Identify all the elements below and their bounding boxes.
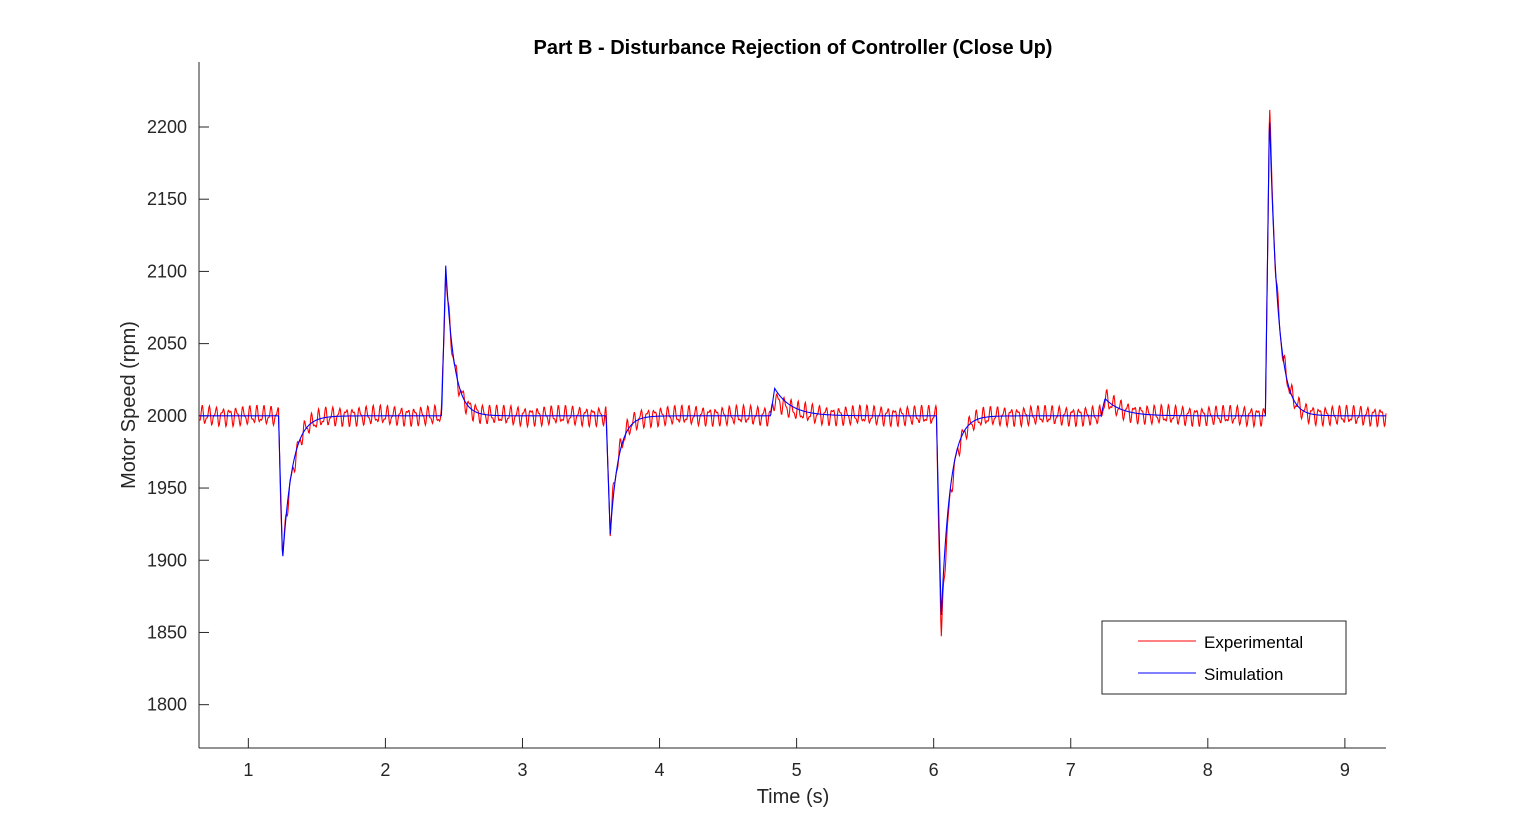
y-tick-label: 2050 [147, 334, 187, 354]
y-tick-label: 1950 [147, 478, 187, 498]
x-tick-label: 8 [1203, 760, 1213, 780]
y-tick-label: 2000 [147, 406, 187, 426]
y-tick-label: 2150 [147, 189, 187, 209]
x-tick-label: 7 [1066, 760, 1076, 780]
y-tick-label: 2200 [147, 117, 187, 137]
x-tick-label: 1 [243, 760, 253, 780]
y-tick-label: 1800 [147, 695, 187, 715]
legend-label-experimental: Experimental [1204, 633, 1303, 652]
legend: Experimental Simulation [1101, 620, 1347, 695]
series-experimental-line [198, 109, 1387, 637]
x-tick-label: 2 [380, 760, 390, 780]
y-ticks: 1800 1850 1900 1950 2000 2050 2100 2150 2200 [147, 117, 209, 715]
legend-box [1101, 620, 1347, 695]
x-tick-label: 3 [517, 760, 527, 780]
series-layer [198, 109, 1387, 637]
chart-title: Part B - Disturbance Rejection of Contro… [534, 37, 1053, 59]
x-tick-label: 6 [929, 760, 939, 780]
x-tick-label: 5 [792, 760, 802, 780]
x-ticks: 1 2 3 4 5 6 7 8 9 [243, 738, 1350, 780]
legend-label-simulation: Simulation [1204, 665, 1283, 684]
y-tick-label: 1850 [147, 622, 187, 642]
x-tick-label: 4 [655, 760, 665, 780]
x-axis-label: Time (s) [757, 786, 830, 808]
plot-area: 1 2 3 4 5 6 7 8 9 1800 1850 1900 1950 2000 2050 2100 21… [147, 62, 1387, 780]
y-axis-label: Motor Speed (rpm) [118, 321, 140, 489]
series-simulation-line [199, 122, 1386, 615]
y-tick-label: 2100 [147, 261, 187, 281]
x-tick-label: 9 [1340, 760, 1350, 780]
y-tick-label: 1900 [147, 550, 187, 570]
